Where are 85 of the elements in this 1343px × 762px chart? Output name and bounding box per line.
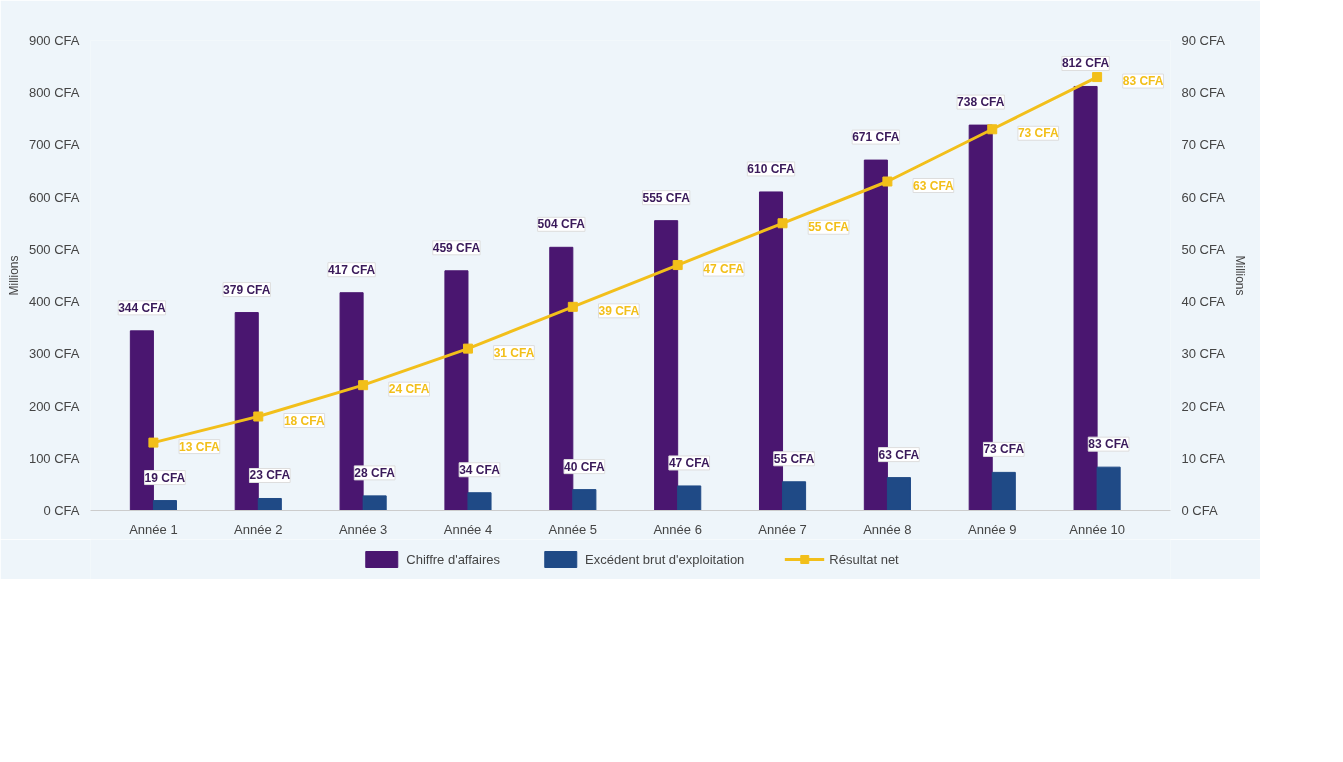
data-label: 55 CFA	[773, 451, 815, 466]
data-label: 23 CFA	[249, 468, 291, 483]
data-label: 40 CFA	[564, 459, 606, 474]
y2-tick-label: 0 CFA	[1181, 503, 1218, 518]
y-tick-label: 900 CFA	[28, 33, 80, 48]
bar	[677, 485, 702, 511]
x-tick-label: Année 9	[968, 521, 1017, 537]
point	[148, 437, 159, 448]
bar	[782, 481, 807, 511]
bar	[257, 497, 282, 511]
data-label: 19 CFA	[144, 470, 186, 485]
data-label: 55 CFA	[808, 220, 850, 235]
legend-label: Excédent brut d'exploitation	[585, 551, 745, 567]
y2-tick-label: 30 CFA	[1181, 346, 1226, 362]
legend-label: Résultat net	[829, 551, 899, 567]
data-label: 344 CFA	[118, 300, 166, 315]
y2-axis-title: Millions	[1232, 255, 1247, 296]
data-label: 83 CFA	[1122, 74, 1164, 89]
data-label: 504 CFA	[537, 217, 586, 232]
data-label: 73 CFA	[983, 442, 1025, 457]
data-label: 31 CFA	[493, 345, 535, 360]
point	[253, 411, 264, 422]
data-label: 459 CFA	[432, 240, 481, 255]
point	[777, 218, 788, 229]
y-tick-label: 100 CFA	[28, 450, 80, 466]
y-tick-label: 700 CFA	[28, 137, 80, 153]
point	[987, 124, 998, 135]
y2-tick-label: 10 CFA	[1181, 450, 1226, 466]
data-label: 24 CFA	[388, 382, 430, 397]
y2-tick-label: 20 CFA	[1181, 398, 1226, 414]
y-axis-title: Millions	[6, 255, 21, 296]
bar	[572, 489, 597, 511]
data-label: 13 CFA	[179, 439, 221, 454]
point	[462, 343, 473, 354]
y2-tick-label: 90 CFA	[1181, 33, 1226, 48]
y-tick-label: 600 CFA	[28, 189, 80, 205]
y-tick-label: 400 CFA	[28, 294, 80, 310]
point	[358, 380, 369, 391]
bar	[886, 477, 911, 511]
point	[567, 301, 578, 312]
data-label: 738 CFA	[957, 95, 1005, 110]
x-tick-label: Année 1	[129, 521, 178, 537]
x-tick-label: Année 6	[653, 521, 702, 537]
y2-tick-label: 60 CFA	[1181, 189, 1226, 205]
y-tick-label: 0 CFA	[43, 503, 80, 518]
data-label: 18 CFA	[283, 413, 325, 428]
data-label: 63 CFA	[878, 447, 920, 462]
x-tick-label: Année 3	[338, 521, 388, 537]
data-label: 610 CFA	[747, 161, 796, 176]
point	[1092, 72, 1103, 83]
x-tick-label: Année 5	[548, 521, 598, 537]
data-label: 28 CFA	[354, 465, 396, 480]
bar	[467, 492, 492, 511]
data-label: 47 CFA	[703, 262, 745, 277]
y2-tick-label: 80 CFA	[1181, 85, 1226, 101]
x-tick-label: Année 4	[443, 521, 493, 537]
data-label: 63 CFA	[913, 178, 955, 193]
data-label: 812 CFA	[1061, 56, 1110, 71]
y2-tick-label: 70 CFA	[1181, 137, 1226, 153]
bar	[362, 495, 387, 511]
y2-tick-label: 40 CFA	[1181, 294, 1226, 310]
y-tick-label: 500 CFA	[28, 241, 80, 257]
data-label: 379 CFA	[223, 282, 271, 297]
y-tick-label: 300 CFA	[28, 346, 80, 362]
y-tick-label: 200 CFA	[28, 398, 80, 414]
point	[882, 176, 893, 187]
legend-label: Chiffre d'affaires	[406, 551, 501, 567]
data-label: 83 CFA	[1088, 437, 1130, 452]
x-tick-label: Année 2	[234, 521, 283, 537]
y-tick-label: 800 CFA	[28, 85, 80, 101]
data-label: 39 CFA	[598, 303, 640, 318]
data-label: 47 CFA	[668, 455, 710, 470]
data-label: 671 CFA	[852, 130, 900, 145]
bar	[152, 500, 177, 511]
bar	[1096, 466, 1121, 511]
data-label: 417 CFA	[327, 262, 376, 277]
x-tick-label: Année 7	[758, 521, 807, 537]
x-tick-label: Année 8	[863, 521, 912, 537]
data-label: 73 CFA	[1017, 126, 1059, 141]
data-label: 555 CFA	[642, 190, 691, 205]
x-tick-label: Année 10	[1069, 521, 1125, 537]
point	[672, 260, 683, 271]
y2-tick-label: 50 CFA	[1181, 241, 1226, 257]
bar	[991, 471, 1016, 511]
data-label: 34 CFA	[459, 462, 501, 477]
